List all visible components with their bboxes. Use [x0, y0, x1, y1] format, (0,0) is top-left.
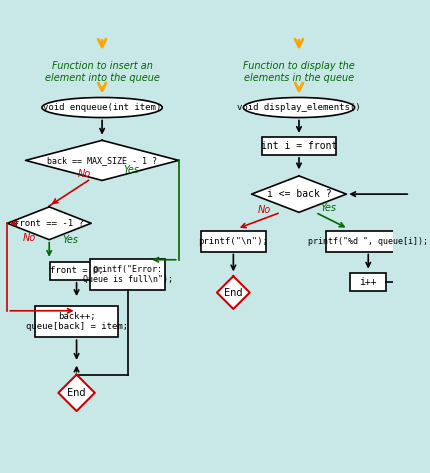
- Text: back == MAX_SIZE - 1 ?: back == MAX_SIZE - 1 ?: [47, 156, 157, 165]
- Text: No: No: [257, 205, 270, 215]
- FancyBboxPatch shape: [349, 272, 386, 291]
- Text: Yes: Yes: [123, 165, 139, 175]
- Text: front = 0;: front = 0;: [49, 266, 103, 275]
- FancyBboxPatch shape: [50, 262, 103, 280]
- Text: printf("Error:
Queue is full\n");: printf("Error: Queue is full\n");: [83, 264, 172, 284]
- Polygon shape: [251, 176, 346, 212]
- FancyBboxPatch shape: [261, 137, 335, 155]
- FancyBboxPatch shape: [34, 306, 118, 337]
- Text: Function to insert an
element into the queue: Function to insert an element into the q…: [45, 61, 159, 83]
- Text: int i = front: int i = front: [260, 141, 336, 151]
- Text: No: No: [22, 233, 36, 243]
- Text: End: End: [67, 388, 86, 398]
- FancyBboxPatch shape: [326, 231, 409, 252]
- Text: printf("\n");: printf("\n");: [198, 237, 267, 246]
- Polygon shape: [58, 375, 95, 411]
- Text: End: End: [224, 288, 242, 298]
- FancyBboxPatch shape: [90, 259, 165, 290]
- Text: i++: i++: [359, 277, 376, 287]
- Text: Yes: Yes: [62, 235, 78, 245]
- Polygon shape: [216, 276, 249, 309]
- Polygon shape: [25, 140, 178, 180]
- FancyBboxPatch shape: [200, 231, 266, 252]
- Ellipse shape: [42, 97, 162, 118]
- Text: No: No: [77, 169, 90, 179]
- Text: void display_elements(): void display_elements(): [237, 103, 360, 112]
- Text: Yes: Yes: [319, 203, 335, 213]
- Text: Function to display the
elements in the queue: Function to display the elements in the …: [243, 61, 354, 83]
- Ellipse shape: [243, 97, 354, 118]
- Text: back++;
queue[back] = item;: back++; queue[back] = item;: [25, 312, 127, 332]
- Text: void enqueue(int item): void enqueue(int item): [43, 103, 161, 112]
- Polygon shape: [7, 207, 91, 240]
- Text: i <= back ?: i <= back ?: [266, 189, 331, 199]
- Text: printf("%d ", queue[i]);: printf("%d ", queue[i]);: [307, 237, 427, 246]
- Text: front == -1 ?: front == -1 ?: [14, 219, 84, 228]
